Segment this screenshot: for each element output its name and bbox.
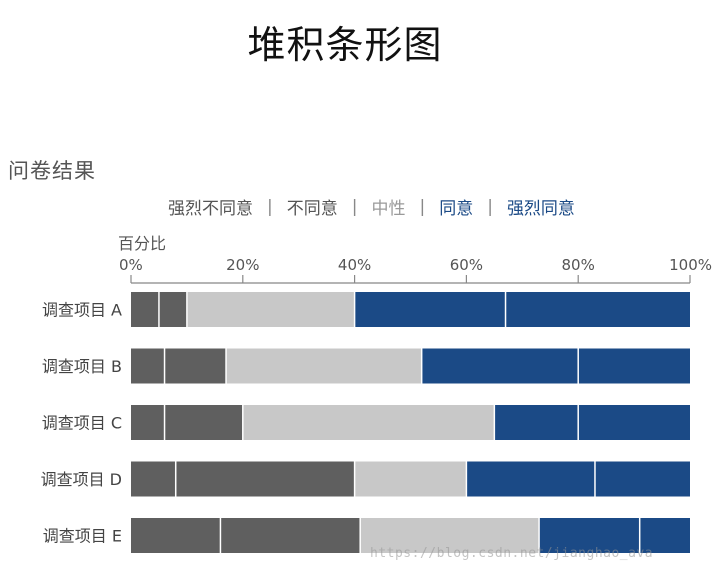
bar-segment [360,518,540,553]
legend-item-strongly-disagree: 强烈不同意 [168,199,253,219]
x-tick-label: 60% [450,256,483,274]
legend-separator: | [487,196,493,217]
bar-segment [639,518,690,553]
legend: 强烈不同意 | 不同意 | 中性 | 同意 | 强烈同意 [168,194,575,220]
bar-segment [220,518,361,553]
bar-segment [242,405,495,440]
legend-item-disagree: 不同意 [286,199,338,219]
bar-segment [578,348,690,384]
page-title: 堆积条形图 [247,23,443,67]
bar-segment [505,292,690,327]
bar-segment [354,461,467,497]
watermark: https://blog.csdn.net/jianghao_ava [370,546,654,561]
x-tick-label: 40% [338,256,371,274]
bar-segment [494,405,579,440]
legend-item-strongly-agree: 强烈同意 [506,199,575,219]
category-label: 调查项目 A [42,301,122,320]
legend-separator: | [351,196,358,217]
category-label: 调查项目 B [42,357,122,376]
bar-segment [539,518,640,553]
category-label: 调查项目 E [43,527,122,546]
legend-item-neutral: 中性 [371,199,406,219]
bar-segment [131,461,176,497]
legend-item-agree: 同意 [439,199,474,219]
legend-separator: | [267,196,273,217]
category-label: 调查项目 C [42,414,122,433]
bar-segment [164,348,227,384]
bar-segment [354,292,506,327]
x-tick-label: 20% [226,256,259,274]
bar-segment [131,292,159,327]
bar-segment [131,348,165,384]
x-tick-label: 0% [119,256,143,274]
x-axis-title: 百分比 [118,234,167,253]
bar-segment [594,461,690,497]
x-tick-label: 80% [562,256,595,274]
bar-segment [186,292,355,327]
bar-segment [421,348,579,384]
bar-segment [226,348,422,384]
bar-segment [131,518,221,553]
bar-segment [164,405,243,440]
bar-segment [466,461,595,497]
category-label: 调查项目 D [41,470,122,489]
bar-segment [131,405,165,440]
bar-segment [578,405,690,440]
bar-segment [158,292,187,327]
bar-segment [175,461,355,497]
legend-separator: | [419,196,426,217]
chart-heading: 问卷结果 [8,159,96,183]
x-tick-label: 100% [669,256,712,274]
